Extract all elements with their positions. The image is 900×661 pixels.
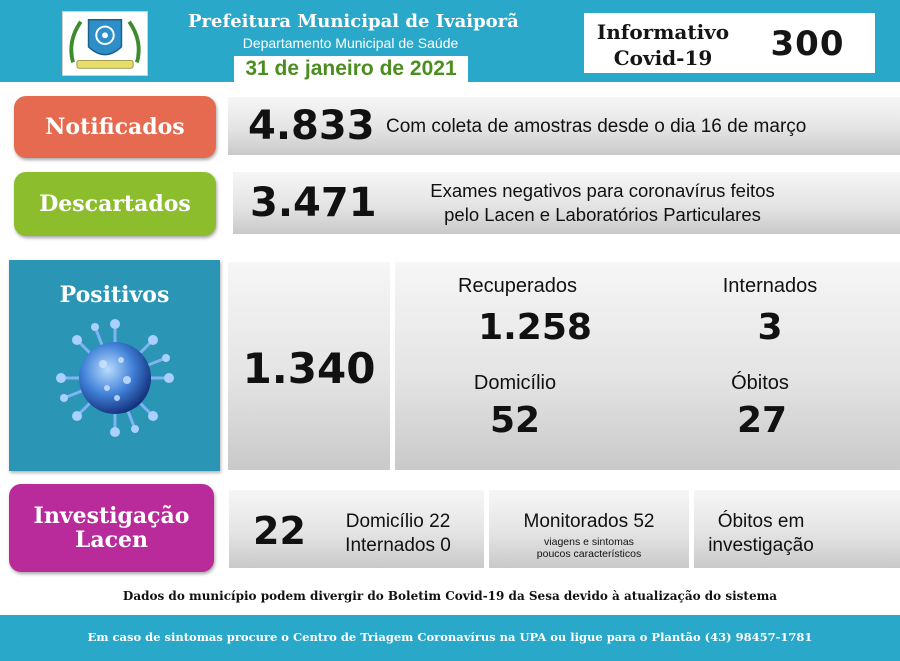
- obitos-investigacao-line1: Óbitos em: [717, 511, 805, 532]
- recuperados-label: Recuperados: [458, 275, 577, 297]
- monitorados-panel: [489, 490, 689, 568]
- bulletin-number: 300: [770, 24, 845, 64]
- obitos-label: Óbitos: [731, 372, 789, 394]
- investigacao-domicilio: Domicílio 22: [345, 511, 451, 532]
- internados-label: Internados: [722, 275, 818, 297]
- date-box: [234, 56, 468, 82]
- obitos-investigacao-panel: [694, 490, 900, 568]
- internados-value: 3: [757, 307, 783, 348]
- municipal-coat-of-arms-icon: [62, 11, 148, 76]
- investigacao-badge: Investigação Lacen: [9, 484, 214, 572]
- descartados-value: 3.471: [250, 180, 377, 226]
- footer-contact-text: Em caso de sintomas procure o Centro de …: [87, 630, 813, 644]
- domicilio-label: Domicílio: [473, 372, 557, 394]
- notificados-badge: Notificados: [14, 96, 216, 158]
- investigacao-label-line2: Lacen: [74, 527, 149, 553]
- notificados-description: Com coleta de amostras desde o dia 16 de…: [386, 116, 807, 137]
- descartados-description-line1: Exames negativos para coronavírus feitos: [430, 180, 775, 201]
- bulletin-box: [584, 13, 875, 73]
- monitorados-note-line1: viagens e sintomas: [544, 536, 634, 548]
- descartados-panel: [233, 172, 900, 234]
- domicilio-value: 52: [489, 400, 541, 441]
- disclaimer-text: Dados do município podem divergir do Bol…: [122, 589, 778, 603]
- recuperados-value: 1.258: [478, 307, 592, 348]
- notificados-value: 4.833: [248, 103, 375, 149]
- investigacao-internados: Internados 0: [345, 535, 451, 556]
- descartados-badge: Descartados: [14, 172, 216, 236]
- obitos-value: 27: [736, 400, 788, 441]
- notificados-panel: [228, 97, 900, 155]
- descartados-label: Descartados: [39, 191, 191, 217]
- page-subtitle: Departamento Municipal de Saúde: [242, 35, 459, 51]
- investigacao-value: 22: [253, 509, 306, 553]
- footer-bar: [0, 615, 900, 661]
- descartados-description-line2: pelo Lacen e Laboratórios Particulares: [444, 204, 761, 225]
- monitorados-note-line2: poucos característicos: [536, 548, 642, 560]
- positivos-total-panel: [228, 262, 390, 470]
- page-title: Prefeitura Municipal de Ivaiporã: [188, 11, 519, 32]
- monitorados-label: Monitorados 52: [523, 511, 655, 532]
- notificados-label: Notificados: [45, 114, 185, 140]
- positivos-label: Positivos: [59, 282, 170, 308]
- positivos-value: 1.340: [242, 344, 376, 393]
- investigacao-total-panel: [229, 490, 484, 568]
- coronavirus-icon: [56, 319, 174, 437]
- investigacao-label-line1: Investigação: [33, 503, 190, 529]
- bulletin-date: 31 de janeiro de 2021: [245, 57, 457, 80]
- obitos-investigacao-line2: investigação: [708, 535, 814, 556]
- positivos-breakdown-panel: [395, 262, 900, 470]
- bulletin-label: Informativo Covid-19: [596, 20, 730, 70]
